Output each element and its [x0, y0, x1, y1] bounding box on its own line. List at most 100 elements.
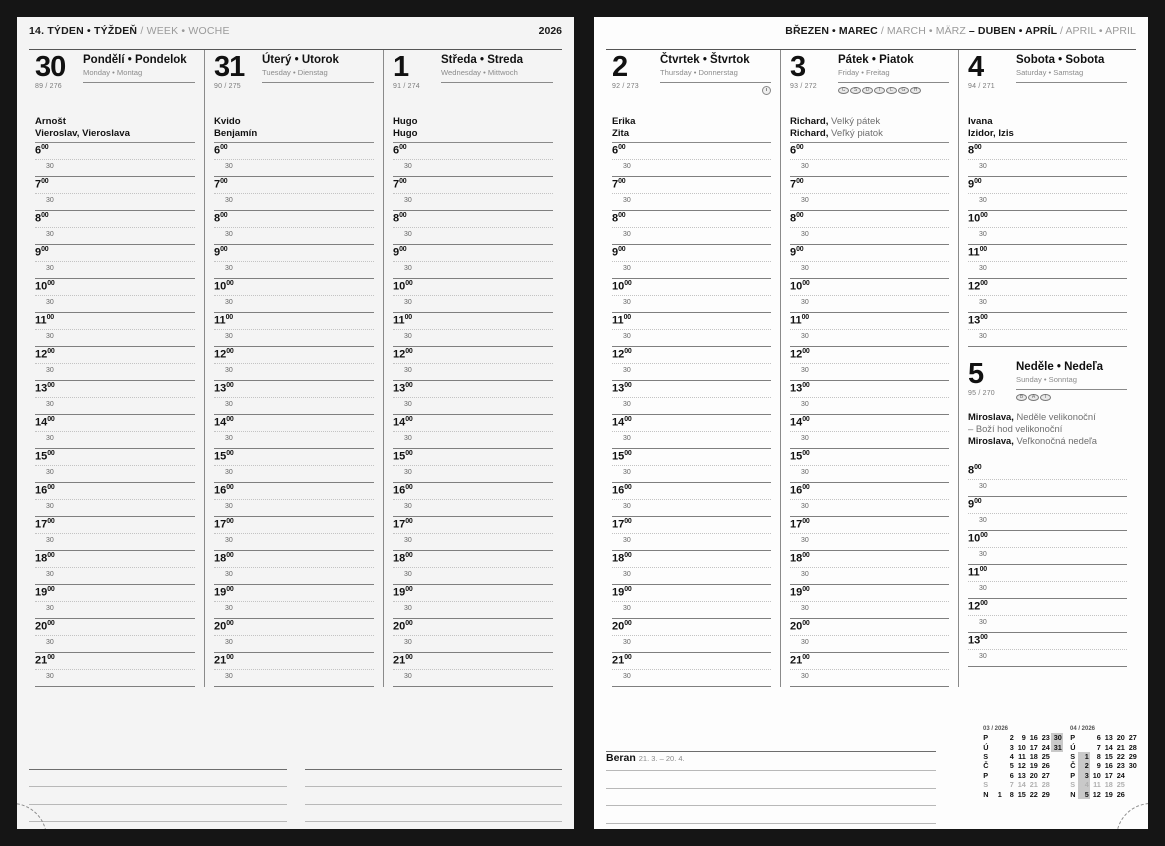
- mini-calendar-day[interactable]: 29: [1041, 789, 1050, 799]
- time-slot-hour[interactable]: 1300: [968, 313, 1127, 330]
- mini-calendar-day[interactable]: 29: [1128, 751, 1137, 761]
- mini-calendar-day[interactable]: 20: [1116, 733, 1125, 743]
- mini-calendar-day[interactable]: 15: [1104, 751, 1113, 761]
- time-slot-half[interactable]: 30: [790, 330, 949, 347]
- time-slot-hour[interactable]: 1300: [968, 633, 1127, 650]
- time-slot-hour[interactable]: 1700: [790, 517, 949, 534]
- time-slot-hour[interactable]: 600: [35, 143, 195, 160]
- time-slot-hour[interactable]: 1100: [612, 313, 771, 330]
- mini-calendar-day[interactable]: 28: [1128, 742, 1137, 752]
- mini-calendar-day[interactable]: 25: [1041, 751, 1050, 761]
- time-slot-half[interactable]: 30: [790, 194, 949, 211]
- notes-line[interactable]: [29, 770, 287, 788]
- time-slot-half[interactable]: 30: [968, 160, 1127, 177]
- mini-calendar-day[interactable]: 3: [1078, 770, 1090, 781]
- time-slot-hour[interactable]: 900: [214, 245, 374, 262]
- mini-calendar-day[interactable]: 30: [1128, 761, 1137, 771]
- notes-line[interactable]: [304, 787, 562, 805]
- time-slot-hour[interactable]: 1700: [35, 517, 195, 534]
- time-slot-half[interactable]: 30: [790, 636, 949, 653]
- mini-calendar-day[interactable]: 11: [1018, 751, 1026, 761]
- time-slot-half[interactable]: 30: [968, 616, 1127, 633]
- mini-calendar-day[interactable]: 24: [1041, 742, 1050, 752]
- time-slot-half[interactable]: 30: [35, 398, 195, 415]
- time-slot-hour[interactable]: 1500: [790, 449, 949, 466]
- time-slot-half[interactable]: 30: [214, 466, 374, 483]
- time-slot-hour[interactable]: 1500: [35, 449, 195, 466]
- time-slot-hour[interactable]: 1000: [790, 279, 949, 296]
- time-slot-half[interactable]: 30: [790, 602, 949, 619]
- time-slot-hour[interactable]: 1400: [612, 415, 771, 432]
- time-slot-half[interactable]: 30: [35, 296, 195, 313]
- mini-calendar-day[interactable]: 4: [1009, 751, 1014, 761]
- time-slot-hour[interactable]: 1600: [35, 483, 195, 500]
- time-slot-hour[interactable]: 1000: [968, 211, 1127, 228]
- time-slot-half[interactable]: 30: [35, 228, 195, 245]
- mini-calendar-day[interactable]: [1126, 771, 1138, 780]
- mini-calendar-day[interactable]: [1078, 733, 1090, 742]
- time-slot-half[interactable]: 30: [790, 432, 949, 449]
- time-slot-half[interactable]: 30: [214, 262, 374, 279]
- time-slot-half[interactable]: 30: [35, 262, 195, 279]
- time-slot-hour[interactable]: 1300: [214, 381, 374, 398]
- time-slot-hour[interactable]: 1300: [393, 381, 553, 398]
- mini-calendar-day[interactable]: 2: [1078, 761, 1090, 771]
- time-slot-half[interactable]: 30: [35, 160, 195, 177]
- time-slot-hour[interactable]: 800: [790, 211, 949, 228]
- time-slot-hour[interactable]: 1800: [790, 551, 949, 568]
- time-slot-half[interactable]: 30: [612, 296, 771, 313]
- time-slot-half[interactable]: 30: [393, 432, 553, 449]
- time-slot-hour[interactable]: 900: [35, 245, 195, 262]
- notes-line[interactable]: [606, 789, 936, 807]
- time-slot-half[interactable]: 30: [214, 636, 374, 653]
- time-slot-hour[interactable]: 1100: [968, 565, 1127, 582]
- time-slot-hour[interactable]: 1700: [612, 517, 771, 534]
- mini-calendar-day[interactable]: [1078, 743, 1090, 752]
- time-slot-hour[interactable]: 1100: [214, 313, 374, 330]
- mini-calendar-day[interactable]: 22: [1116, 751, 1125, 761]
- time-slot-half[interactable]: 30: [968, 480, 1127, 497]
- mini-calendar-day[interactable]: 3: [1009, 742, 1014, 752]
- time-slot-hour[interactable]: 1400: [214, 415, 374, 432]
- mini-calendar-day[interactable]: 21: [1029, 780, 1038, 790]
- mini-calendar-day[interactable]: 17: [1104, 770, 1113, 780]
- mini-calendar-day[interactable]: 6: [1096, 733, 1101, 743]
- time-slot-half[interactable]: 30: [214, 330, 374, 347]
- mini-calendar-day[interactable]: 15: [1017, 789, 1026, 799]
- mini-calendar-day[interactable]: [1051, 790, 1063, 799]
- time-slot-half[interactable]: 30: [790, 398, 949, 415]
- time-slot-hour[interactable]: 1500: [393, 449, 553, 466]
- time-slot-half[interactable]: 30: [35, 432, 195, 449]
- time-slot-half[interactable]: 30: [612, 262, 771, 279]
- time-slot-half[interactable]: 30: [612, 160, 771, 177]
- notes-column-1[interactable]: [29, 752, 287, 829]
- mini-calendar-day[interactable]: 18: [1029, 751, 1038, 761]
- time-slot-hour[interactable]: 2100: [612, 653, 771, 670]
- time-slot-hour[interactable]: 2000: [214, 619, 374, 636]
- notes-line[interactable]: [29, 822, 287, 829]
- time-slot-half[interactable]: 30: [35, 602, 195, 619]
- time-slot-half[interactable]: 30: [393, 602, 553, 619]
- time-slot-hour[interactable]: 1600: [214, 483, 374, 500]
- time-slot-hour[interactable]: 900: [968, 497, 1127, 514]
- time-slot-hour[interactable]: 900: [968, 177, 1127, 194]
- mini-calendar-day[interactable]: [991, 761, 1003, 770]
- time-slot-half[interactable]: 30: [393, 500, 553, 517]
- time-slot-hour[interactable]: 1000: [393, 279, 553, 296]
- time-slot-half[interactable]: 30: [393, 228, 553, 245]
- time-slot-hour[interactable]: 800: [612, 211, 771, 228]
- mini-calendar-day[interactable]: 27: [1041, 770, 1050, 780]
- notes-line[interactable]: [304, 805, 562, 823]
- time-slot-hour[interactable]: 1900: [790, 585, 949, 602]
- mini-calendar-day[interactable]: 23: [1041, 733, 1050, 743]
- time-slot-half[interactable]: 30: [612, 670, 771, 687]
- mini-calendar-day[interactable]: 26: [1116, 789, 1125, 799]
- mini-calendar-day[interactable]: [991, 733, 1003, 742]
- mini-calendar-day[interactable]: 18: [1104, 780, 1113, 790]
- time-slot-hour[interactable]: 800: [214, 211, 374, 228]
- time-slot-half[interactable]: 30: [968, 296, 1127, 313]
- time-slot-half[interactable]: 30: [393, 296, 553, 313]
- time-slot-hour[interactable]: 600: [214, 143, 374, 160]
- time-slot-half[interactable]: 30: [393, 670, 553, 687]
- time-slot-hour[interactable]: 1900: [612, 585, 771, 602]
